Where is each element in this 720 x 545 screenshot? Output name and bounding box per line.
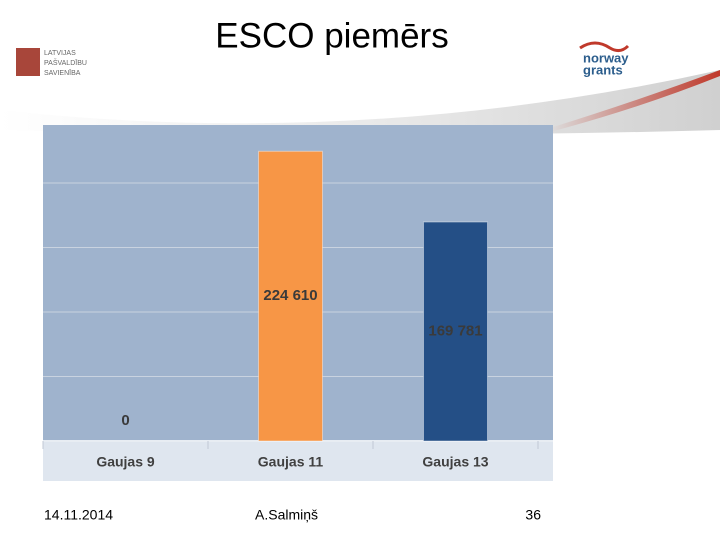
footer-author: A.Salmiņš [255,507,318,523]
x-tick-label: Gaujas 9 [96,454,155,470]
header-swoosh [0,70,720,135]
partner-mark [579,41,630,53]
logo-mark [16,48,40,76]
value-label: 169 781 [428,322,482,339]
x-tick-label: Gaujas 11 [258,454,324,470]
logo-text: PAŠVALDĪBU [44,58,87,67]
partner-text: grants [583,62,623,77]
partner-text: norway [583,50,629,65]
category-strip [43,441,553,481]
chart-title: ESCO piemērs [215,16,448,55]
value-label: 0 [121,412,129,429]
logo-text: LATVIJAS [44,50,76,57]
bar [423,221,488,442]
footer-date: 14.11.2014 [44,507,113,523]
value-label: 224 610 [263,287,317,304]
bar [258,150,323,442]
header-accent [550,70,720,132]
logo-text: SAVIENĪBA [44,69,81,77]
x-tick-label: Gaujas 13 [422,454,488,470]
footer-page: 36 [525,507,541,523]
